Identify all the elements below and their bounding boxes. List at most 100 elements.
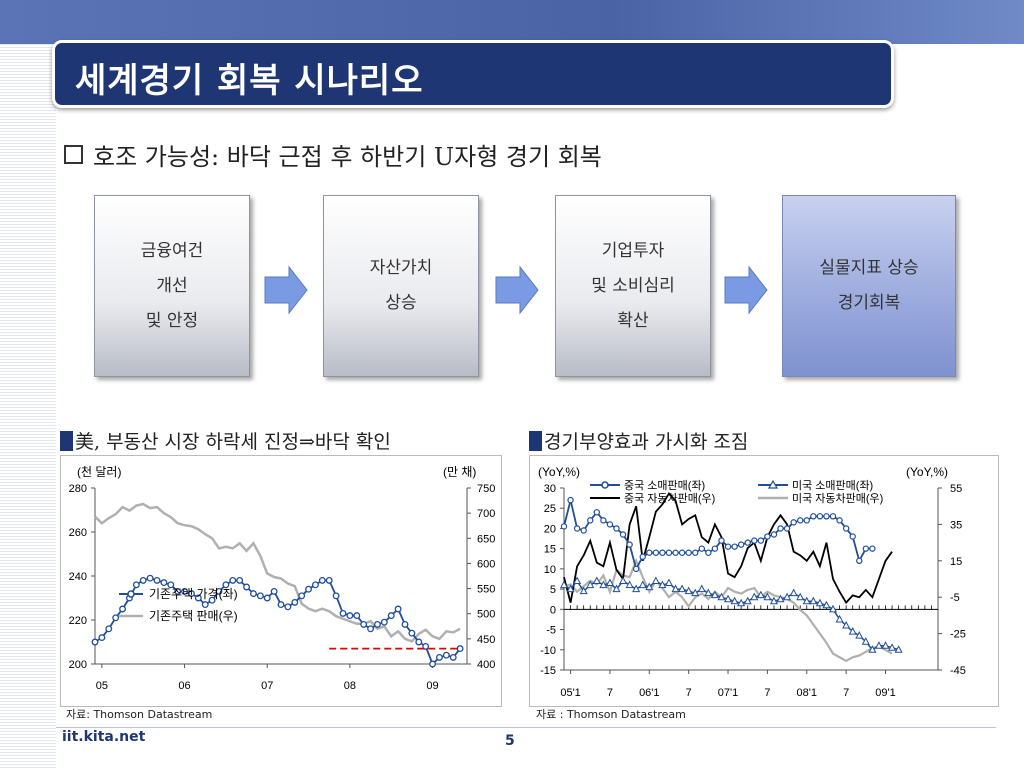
footer-divider	[56, 727, 996, 728]
data-point-us-retail-sales	[632, 584, 641, 593]
data-point-existing-home-price	[380, 618, 388, 626]
data-point-china-retail-sales	[639, 553, 646, 560]
data-point-china-retail-sales	[587, 517, 594, 524]
data-point-us-retail-sales	[855, 631, 864, 639]
data-point-existing-home-price	[318, 576, 326, 584]
data-point-us-retail-sales	[724, 594, 733, 603]
y-left-tick-label: 15	[544, 544, 556, 556]
data-point-existing-home-price	[422, 642, 430, 650]
data-point-china-retail-sales	[685, 549, 692, 556]
y-left-tick-label: 240	[69, 571, 87, 583]
legend-label-price: 기존주택 가격(좌)	[149, 587, 238, 601]
x-tick-label: 7	[843, 687, 849, 699]
y-right-tick-label: 55	[950, 483, 962, 495]
data-point-us-retail-sales	[763, 592, 772, 601]
data-point-china-retail-sales	[836, 517, 843, 524]
data-point-existing-home-price	[325, 576, 333, 584]
data-point-us-retail-sales	[789, 588, 798, 597]
data-point-china-retail-sales	[751, 537, 758, 544]
data-point-existing-home-price	[236, 576, 244, 584]
data-point-us-retail-sales	[842, 620, 851, 629]
data-point-china-retail-sales	[646, 549, 653, 556]
data-point-china-retail-sales	[600, 517, 607, 524]
data-point-us-retail-sales	[612, 584, 621, 593]
data-point-us-retail-sales	[815, 598, 824, 607]
data-point-us-retail-sales	[678, 584, 687, 593]
y-left-tick-label: 220	[69, 615, 87, 627]
data-point-existing-home-price	[98, 634, 106, 642]
data-point-us-retail-sales	[874, 641, 883, 649]
data-point-us-retail-sales	[756, 590, 765, 599]
right-arrow-icon	[724, 265, 768, 315]
data-point-china-retail-sales	[862, 545, 870, 552]
data-point-existing-home-price	[146, 574, 154, 582]
data-point-us-retail-sales	[579, 586, 588, 595]
y-left-tick-label: 280	[69, 483, 87, 495]
legend-marker-price	[127, 590, 135, 598]
x-tick-label: 09	[426, 680, 438, 692]
legend-marker-china-retail	[601, 481, 609, 489]
data-point-us-retail-sales	[704, 588, 713, 597]
data-point-china-retail-sales	[692, 549, 699, 556]
data-point-us-retail-sales	[848, 627, 857, 635]
data-point-existing-home-price	[91, 638, 99, 646]
y-left-tick-label: 5	[550, 584, 556, 596]
flow-box-4-text: 실물지표 상승 경기회복	[819, 258, 919, 313]
data-point-existing-home-price	[139, 576, 147, 584]
right-axis-unit: (만 채)	[443, 465, 476, 479]
data-point-china-retail-sales	[724, 543, 732, 550]
data-point-existing-home-price	[174, 587, 182, 595]
y-left-tick-label: -15	[540, 665, 556, 677]
data-point-china-retail-sales	[613, 525, 620, 532]
right-chart-header: 경기부양효과 가시화 조짐	[529, 427, 748, 454]
data-point-existing-home-price	[263, 594, 271, 602]
y-right-tick-label: -25	[950, 629, 966, 641]
data-point-china-retail-sales	[567, 496, 574, 504]
data-point-china-retail-sales	[764, 533, 771, 540]
data-point-us-retail-sales	[645, 582, 654, 591]
data-point-china-retail-sales	[790, 519, 797, 526]
data-point-us-retail-sales	[730, 596, 739, 605]
data-point-existing-home-price	[153, 576, 161, 584]
right-chart-header-text: 경기부양효과 가시화 조짐	[544, 431, 749, 453]
data-point-existing-home-price	[229, 576, 237, 584]
right-chart: (YoY,%) (YoY,%) 30 25 20 15 10 5 0 -5 -10 -15 55 35…	[538, 465, 966, 699]
data-point-existing-home-price	[332, 592, 340, 600]
title-box: 세계경기 회복 시나리오	[52, 40, 894, 108]
legend-label-us-auto: 미국 자동차판매(우)	[792, 492, 883, 505]
data-point-existing-home-price	[394, 605, 402, 613]
left-source: 자료: Thomson Datastream	[66, 708, 213, 721]
data-point-existing-home-price	[187, 590, 195, 598]
left-chart-header: 美, 부동산 시장 하락세 진정⇒바닥 확인	[60, 427, 391, 454]
data-point-existing-home-price	[442, 651, 450, 659]
data-point-china-retail-sales	[705, 549, 712, 556]
data-point-china-retail-sales	[849, 533, 856, 540]
data-point-us-retail-sales	[592, 576, 601, 585]
data-point-us-retail-sales	[651, 576, 660, 585]
data-point-us-retail-sales	[671, 584, 680, 593]
data-point-existing-home-price	[415, 638, 423, 646]
data-point-china-retail-sales	[810, 513, 817, 520]
data-point-existing-home-price	[360, 620, 368, 628]
data-point-existing-home-price	[346, 612, 354, 620]
data-point-existing-home-price	[119, 605, 127, 613]
data-point-china-retail-sales	[783, 525, 791, 532]
data-point-us-retail-sales	[573, 576, 582, 585]
data-point-us-retail-sales	[835, 614, 844, 623]
data-point-china-retail-sales	[698, 545, 705, 552]
data-point-china-retail-sales	[856, 557, 863, 565]
data-point-china-retail-sales	[560, 523, 568, 530]
x-tick-label: 05'1	[560, 687, 580, 699]
data-point-us-retail-sales	[828, 604, 838, 613]
data-point-china-retail-sales	[665, 549, 673, 556]
y-left-tick-label: 30	[544, 483, 556, 495]
chart-legend: 기존주택 가격(좌) 기존주택 판매(우)	[119, 587, 238, 623]
data-point-existing-home-price	[311, 581, 319, 589]
data-point-china-retail-sales	[744, 539, 751, 546]
data-point-existing-home-price	[243, 583, 251, 591]
left-axis-unit: (YoY,%)	[538, 465, 580, 479]
data-point-us-retail-sales	[605, 578, 614, 587]
data-point-existing-home-price	[401, 620, 409, 628]
data-point-china-retail-sales	[606, 521, 614, 528]
left-stripe-decoration	[0, 0, 56, 768]
